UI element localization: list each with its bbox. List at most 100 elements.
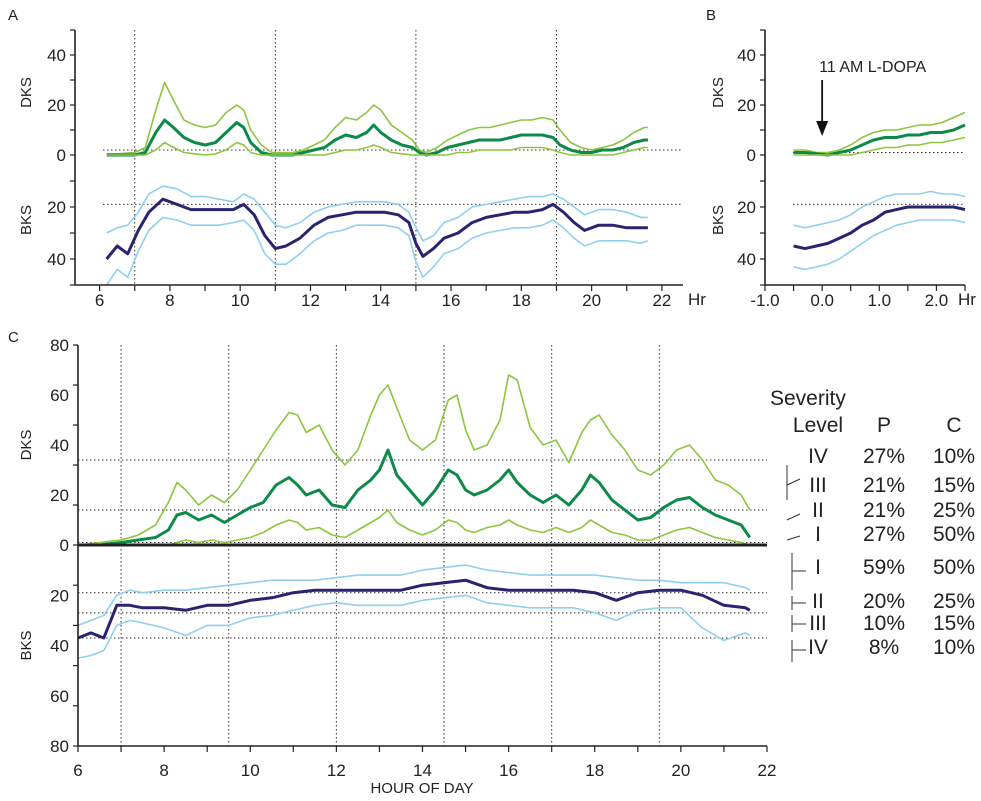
- panel-c-x-tick-label: 10: [241, 761, 260, 780]
- panel-c-dks-upper-line: [77, 374, 751, 546]
- panel-c-dks-tick-label: 20: [50, 486, 69, 505]
- severity-bks-level: III: [809, 612, 827, 635]
- severity-header-level: Level: [793, 414, 843, 437]
- panel-b-x-tick-label: 0.0: [810, 291, 834, 310]
- severity-bks-level: II: [812, 590, 824, 613]
- panel-a-x-tick-label: 6: [95, 291, 104, 310]
- severity-dks-c: 10%: [933, 445, 975, 468]
- severity-dks-p: 21%: [863, 474, 905, 497]
- severity-bks-level: I: [815, 556, 821, 579]
- panel-c-bks-tick-label: 60: [50, 687, 69, 706]
- severity-dks-c: 50%: [933, 523, 975, 546]
- severity-dks-level: III: [809, 474, 827, 497]
- annotation-label: 11 AM L-DOPA: [819, 59, 926, 76]
- severity-bracket: [786, 535, 801, 541]
- panel-b-x-tick-label: -1.0: [750, 291, 779, 310]
- panel-a-bks-upper-line: [106, 185, 648, 242]
- panel-c-dks-lower-line: [78, 509, 751, 546]
- panel-a-label: A: [8, 7, 18, 24]
- panel-a-x-tick-label: 22: [652, 291, 671, 310]
- panel-c-label: C: [8, 329, 19, 346]
- panel-c-x-tick-label: 14: [413, 761, 432, 780]
- panel-a-bks-axis-label: BKS: [18, 205, 35, 235]
- severity-bks-c: 25%: [933, 590, 975, 613]
- panel-a-x-tick-label: 8: [165, 291, 174, 310]
- panel-c-bks-lower-line: [77, 594, 751, 659]
- panel-a-bks-tick-label: 40: [47, 250, 66, 269]
- panel-c-x-tick-label: 16: [499, 761, 518, 780]
- panel-a-bks-tick-label: 20: [47, 198, 66, 217]
- panel-c-bks-upper-line: [77, 564, 751, 627]
- annotation-arrowhead: [816, 121, 829, 136]
- panel-c-bks-mean-line: [77, 578, 751, 640]
- panel-c-x-tick-label: 12: [327, 761, 346, 780]
- severity-dks-level: IV: [808, 445, 828, 468]
- severity-bks-p: 20%: [863, 590, 905, 613]
- severity-bks-c: 15%: [933, 612, 975, 635]
- panel-b-bks-tick-label: 40: [737, 250, 756, 269]
- panel-c-x-tick-label: 8: [159, 761, 168, 780]
- panel-b-bks-tick-label: 20: [737, 198, 756, 217]
- severity-dks-c: 25%: [933, 499, 975, 522]
- panel-b-x-tick-label: 2.0: [925, 291, 949, 310]
- panel-b-x-axis-label: Hr: [958, 290, 976, 309]
- panel-a-x-tick-label: 16: [442, 291, 461, 310]
- panel-b-dks-tick-label: 20: [737, 96, 756, 115]
- panel-a-dks-tick-label: 0: [57, 146, 66, 165]
- panel-c-bks-tick-label: 40: [50, 637, 69, 656]
- severity-bks-c: 50%: [933, 556, 975, 579]
- panel-c-bks-axis-label: BKS: [18, 630, 35, 660]
- panel-a-x-tick-label: 12: [301, 291, 320, 310]
- panel-c-bks-tick-label: 80: [50, 737, 69, 756]
- panel-c-dks-tick-label: 40: [50, 436, 69, 455]
- panel-a-bks-lower-line: [105, 216, 649, 286]
- severity-bracket: [786, 513, 801, 521]
- panel-b: B 0 20 40 20 40 DKS BKS -1.0 0.0 1.0 2.0 Hr 11 AM L-…: [706, 7, 976, 310]
- panel-a-dks-mean-line: [106, 118, 648, 157]
- panel-c-x-tick-label: 18: [585, 761, 604, 780]
- panel-c-x-tick-label: 20: [671, 761, 690, 780]
- panel-b-bks-mean-line: [793, 205, 966, 251]
- panel-a-x-tick-label: 18: [512, 291, 531, 310]
- severity-bks-level: IV: [808, 636, 828, 659]
- severity-dks-level: II: [812, 499, 824, 522]
- panel-b-dks-tick-label: 40: [737, 46, 756, 65]
- panel-a-dks-axis-label: DKS: [18, 77, 35, 108]
- panel-c-bks-tick-label: 20: [50, 586, 69, 605]
- severity-dks-p: 21%: [863, 499, 905, 522]
- panel-c-dks-axis-label: DKS: [18, 430, 35, 461]
- panel-a-x-axis-label: Hr: [688, 290, 706, 309]
- panel-a-x-tick-label: 10: [231, 291, 250, 310]
- severity-bks-p: 8%: [869, 636, 899, 659]
- panel-b-dks-lower-line: [793, 136, 966, 156]
- panel-a-dks-tick-label: 20: [47, 96, 66, 115]
- severity-dks-p: 27%: [863, 523, 905, 546]
- panel-c: C 0 20 40 60 80 20 40 60 80 DKS BKS 6 8 10 12 14 16 18 20 2…: [8, 329, 776, 797]
- panel-b-x-tick-label: 1.0: [867, 291, 891, 310]
- panel-c-dks-tick-label: 60: [50, 386, 69, 405]
- severity-bracket: [786, 478, 801, 486]
- severity-header-c: C: [946, 414, 961, 437]
- panel-c-x-axis-label: HOUR OF DAY: [370, 780, 473, 797]
- severity-dks-c: 15%: [933, 474, 975, 497]
- panel-c-x-tick-label: 22: [758, 761, 777, 780]
- panel-b-dks-tick-label: 0: [747, 146, 756, 165]
- panel-b-bks-upper-line: [793, 190, 966, 229]
- severity-bks-p: 10%: [863, 612, 905, 635]
- panel-a-dks-upper-line: [106, 81, 648, 155]
- severity-header-p: P: [877, 414, 891, 437]
- panel-a-x-tick-label: 14: [371, 291, 390, 310]
- panel-a-x-tick-label: 20: [582, 291, 601, 310]
- panel-a-bks-mean-line: [105, 197, 648, 260]
- panel-b-dks-mean-line: [793, 123, 966, 157]
- panel-a-dks-lower-line: [106, 141, 648, 156]
- panel-c-dks-tick-label: 0: [60, 536, 69, 555]
- panel-b-dks-upper-line: [793, 111, 966, 154]
- severity-title: Severity: [770, 387, 846, 410]
- severity-bks-c: 10%: [933, 636, 975, 659]
- severity-dks-level: I: [815, 523, 821, 546]
- panel-a: A 0 20 40 20 40 DKS BKS 6 8 10 12 14 16 18 20 22 Hr: [8, 7, 706, 310]
- severity-bks-p: 59%: [863, 556, 905, 579]
